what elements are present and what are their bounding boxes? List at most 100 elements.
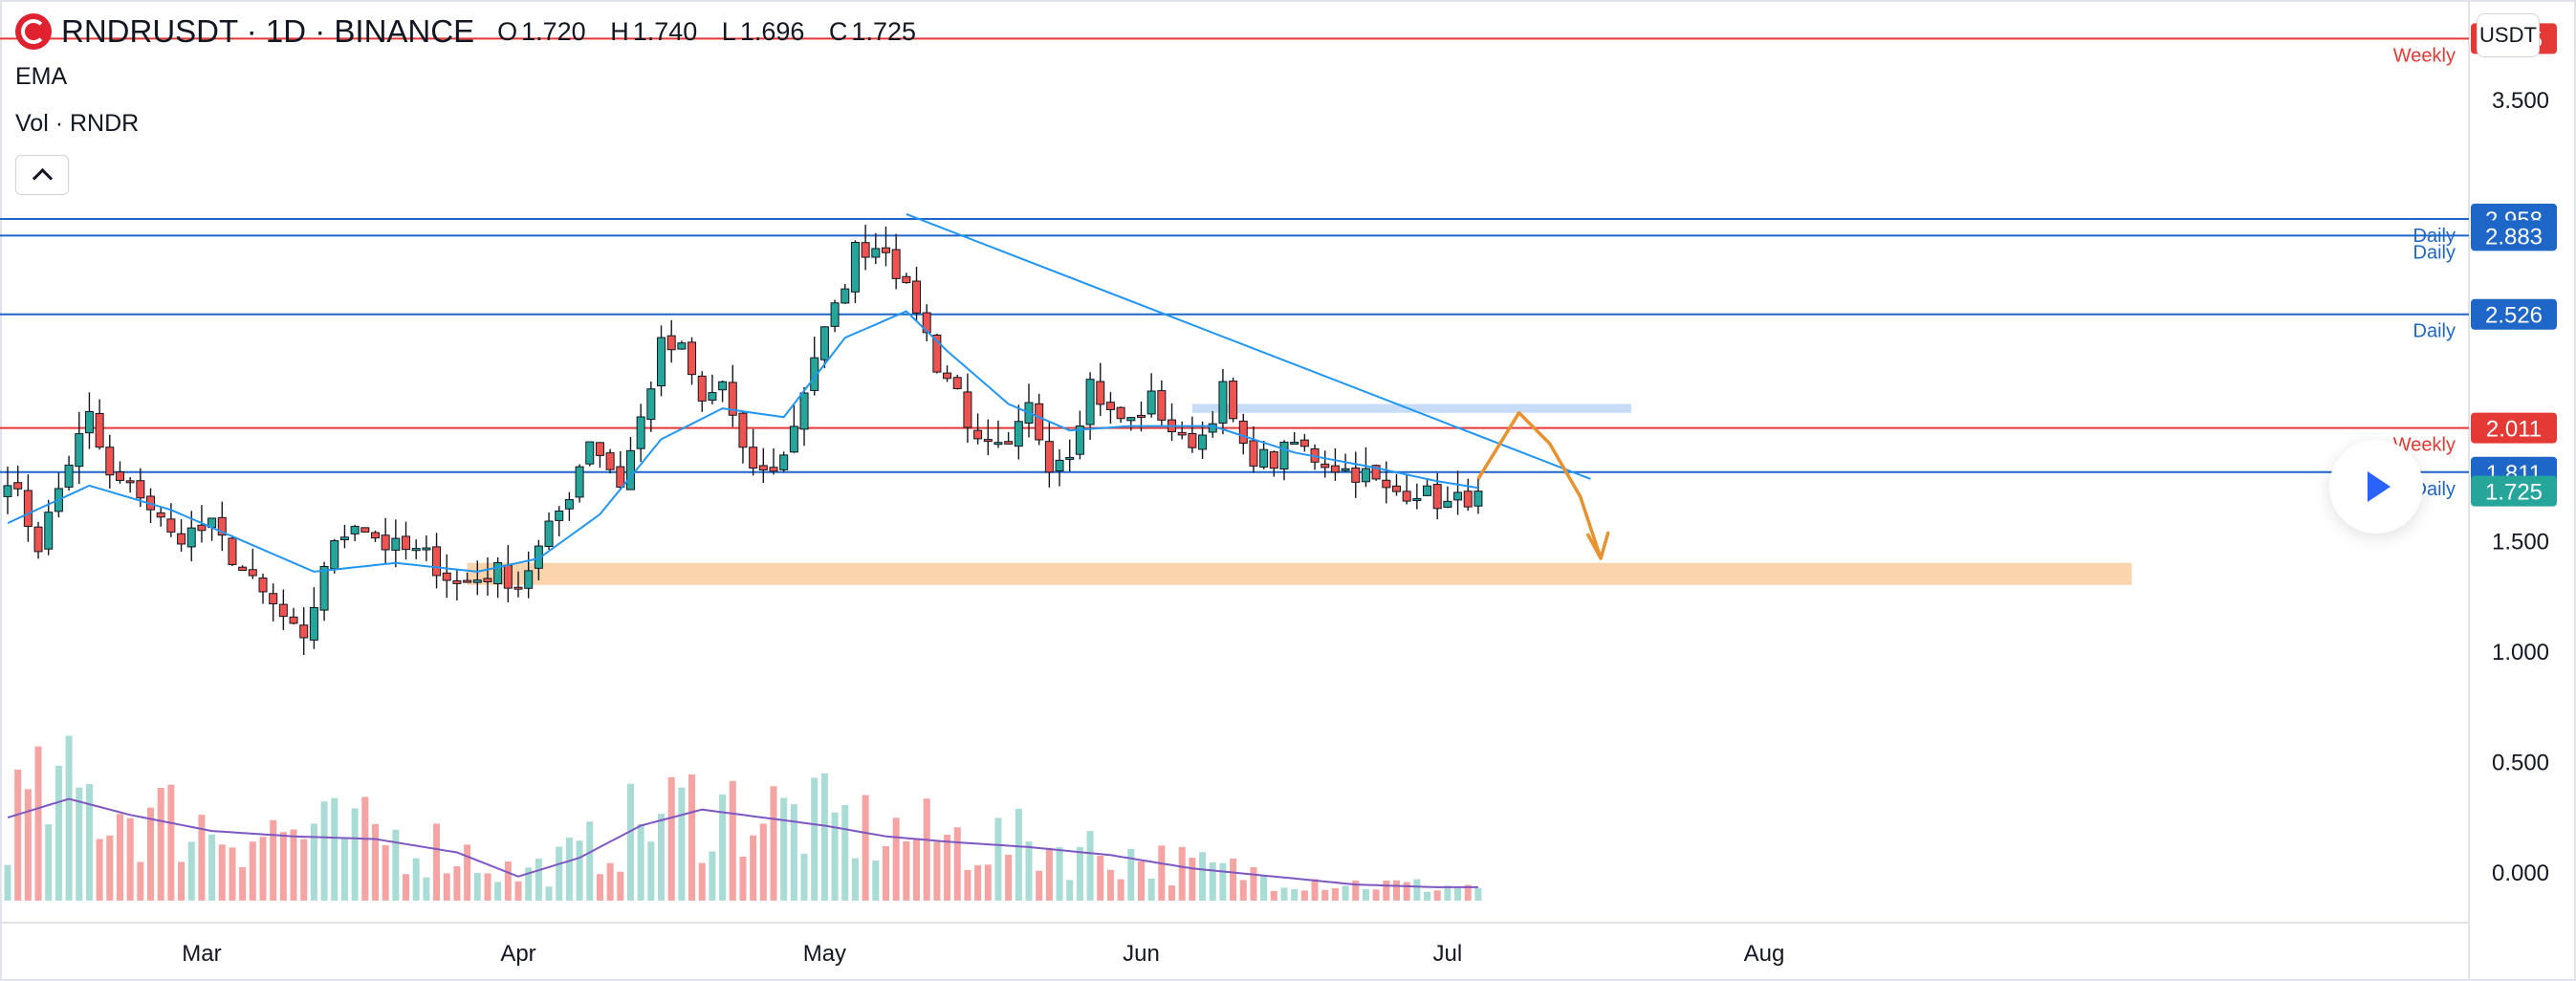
resistance-zone xyxy=(1191,403,1632,413)
candle xyxy=(64,464,74,488)
volume-bar xyxy=(862,795,869,901)
candle xyxy=(605,452,615,470)
candle xyxy=(1208,423,1217,433)
volume-bar xyxy=(126,818,134,901)
candle xyxy=(402,535,411,551)
volume-bar xyxy=(85,784,93,901)
volume-bar xyxy=(1464,884,1472,901)
candle xyxy=(564,499,574,510)
volume-bar xyxy=(953,827,961,901)
candle xyxy=(697,375,707,402)
candle xyxy=(625,449,635,490)
volume-bar xyxy=(872,860,880,901)
volume-bar xyxy=(1056,846,1063,901)
candle xyxy=(1126,417,1136,422)
volume-bar xyxy=(484,873,491,901)
candle xyxy=(1290,442,1299,446)
candle xyxy=(1259,448,1269,468)
volume-bar xyxy=(820,773,828,901)
candle xyxy=(1085,379,1095,425)
play-button[interactable] xyxy=(2329,440,2423,534)
candle xyxy=(1391,485,1401,492)
level-tag: Weekly xyxy=(2393,435,2456,456)
volume-bar xyxy=(1413,879,1421,901)
candle xyxy=(248,569,257,577)
candle xyxy=(1463,490,1473,508)
volume-bar xyxy=(1280,887,1288,901)
level-badge-bg xyxy=(2471,412,2557,444)
volume-bar xyxy=(1005,854,1013,901)
candle xyxy=(1014,421,1023,447)
candle xyxy=(1146,390,1156,415)
volume-bar xyxy=(606,862,614,901)
candle xyxy=(657,337,666,387)
level-badge: 2.526 xyxy=(2485,303,2543,329)
candle xyxy=(177,533,186,545)
candle xyxy=(819,326,829,360)
candle xyxy=(1361,468,1370,483)
volume-bar xyxy=(1454,887,1462,901)
volume-bar xyxy=(576,840,583,901)
candle xyxy=(156,512,165,518)
candle xyxy=(769,467,778,472)
volume-bar xyxy=(55,765,62,901)
candle xyxy=(166,518,176,533)
y-tick-label: 3.500 xyxy=(2492,88,2549,114)
volume-bar xyxy=(403,874,410,901)
candle xyxy=(1096,381,1105,405)
volume-bar xyxy=(259,837,267,901)
candle xyxy=(636,416,645,449)
volume-bar xyxy=(1127,848,1135,901)
candle xyxy=(493,561,503,585)
candle xyxy=(381,534,390,551)
volume-bar xyxy=(1372,889,1380,901)
candle xyxy=(1229,381,1238,420)
candle xyxy=(278,603,288,618)
candle xyxy=(1453,491,1463,501)
volume-bar xyxy=(34,746,42,901)
candle xyxy=(1004,441,1014,445)
volume-bar xyxy=(851,858,859,901)
collapse-legend-button[interactable] xyxy=(15,155,69,195)
candle xyxy=(575,466,584,498)
candle xyxy=(1218,381,1228,424)
volume-bar xyxy=(1392,880,1400,901)
candle xyxy=(472,579,482,583)
level-badge-bg xyxy=(2471,220,2557,251)
volume-bar xyxy=(678,787,686,901)
volume-bar xyxy=(790,804,797,901)
volume-bar xyxy=(1117,879,1124,901)
symbol-title[interactable]: RNDRUSDT · 1D · BINANCE xyxy=(61,13,475,49)
open-value: 1.720 xyxy=(521,16,586,46)
candle xyxy=(688,341,697,376)
candle xyxy=(411,548,421,552)
high-label: H xyxy=(610,16,629,46)
volume-bar xyxy=(944,835,951,901)
candle xyxy=(186,527,196,548)
candle xyxy=(269,593,278,605)
volume-bar xyxy=(525,867,533,901)
volume-bar xyxy=(688,774,696,901)
volume-bar xyxy=(1352,880,1360,901)
candle xyxy=(524,570,534,589)
volume-bar xyxy=(964,869,971,901)
candle xyxy=(1432,484,1442,510)
volume-bar xyxy=(279,832,287,901)
volume-bar xyxy=(24,789,32,901)
candle xyxy=(1044,441,1054,473)
indicator-ema-label[interactable]: EMA xyxy=(15,63,68,90)
ohlc-values: O 1.720 H 1.740 L 1.696 C 1.725 xyxy=(497,17,933,47)
volume-bar xyxy=(1250,866,1257,901)
x-tick-label: Mar xyxy=(182,941,221,967)
indicator-volume-label[interactable]: Vol · RNDR xyxy=(15,110,140,137)
volume-bar xyxy=(1362,889,1369,901)
candle xyxy=(973,429,983,440)
volume-bar xyxy=(565,838,573,901)
candle xyxy=(881,247,890,253)
volume-bar xyxy=(320,801,328,901)
x-tick-label: May xyxy=(803,941,846,967)
currency-button[interactable]: USDT xyxy=(2477,13,2540,57)
candle xyxy=(718,381,728,391)
